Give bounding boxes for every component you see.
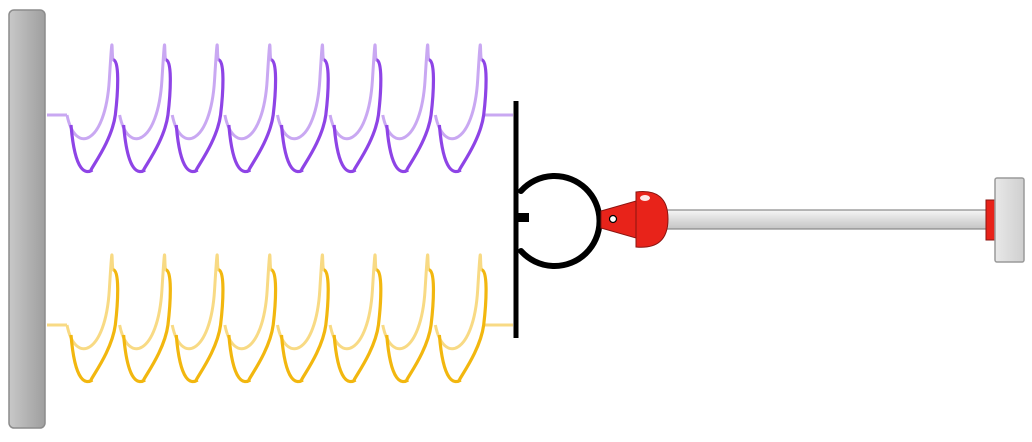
red-clamp <box>600 191 669 248</box>
spring-coil-back <box>223 253 273 351</box>
spring-coil-bottom <box>122 334 146 384</box>
spring-coil-bottom <box>385 124 409 174</box>
spring-coil-back <box>170 43 221 141</box>
spring-coil-back <box>276 253 326 351</box>
spring-coil-back <box>276 43 326 141</box>
spring-coil-bottom <box>174 124 199 174</box>
spring-coil-front <box>247 58 278 173</box>
spring-coil-back <box>118 43 168 141</box>
spring-coil-bottom <box>332 334 357 384</box>
hook-ring <box>518 173 603 269</box>
bottom-spring <box>47 253 513 384</box>
spring-coil-back <box>328 253 378 351</box>
spring-coil-back <box>433 253 484 351</box>
spring-coil-bottom <box>332 124 357 174</box>
spring-coil-front <box>299 58 330 173</box>
spring-coil-back <box>65 253 115 351</box>
plate-tab <box>516 213 529 222</box>
spring-coil-back <box>381 253 431 351</box>
spring-coil-front <box>299 268 330 383</box>
spring-coil-front <box>457 268 488 383</box>
spring-coil-back <box>223 43 273 141</box>
spring-coil-bottom <box>227 334 252 384</box>
spring-coil-front <box>194 58 225 173</box>
clamp-pivot <box>608 214 618 224</box>
spring-coil-front <box>141 268 172 383</box>
spring-coil-bottom <box>385 334 409 384</box>
fixed-wall <box>8 9 46 429</box>
spring-coil-front <box>89 58 120 173</box>
spring-coil-bottom <box>122 124 146 174</box>
pull-handle-block <box>994 177 1025 263</box>
spring-coil-bottom <box>279 124 304 174</box>
spring-coil-front <box>352 58 383 173</box>
spring-coil-bottom <box>437 334 462 384</box>
spring-coil-front <box>141 58 172 173</box>
spring-coil-back <box>118 253 168 351</box>
spring-coil-back <box>170 253 221 351</box>
spring-coil-front <box>352 268 383 383</box>
spring-coil-front <box>405 268 436 383</box>
pull-rod <box>657 209 991 230</box>
spring-coil-bottom <box>437 124 462 174</box>
spring-coil-bottom <box>69 124 94 174</box>
spring-coil-bottom <box>174 334 199 384</box>
spring-coil-bottom <box>279 334 304 384</box>
top-spring <box>47 43 513 174</box>
clamp-cap <box>635 191 669 248</box>
spring-coil-back <box>65 43 115 141</box>
clamp-body <box>600 200 637 239</box>
spring-coil-back <box>433 43 484 141</box>
spring-coil-bottom <box>227 124 252 174</box>
spring-coil-front <box>194 268 225 383</box>
spring-coil-front <box>457 58 488 173</box>
spring-coil-front <box>89 268 120 383</box>
spring-coil-front <box>247 268 278 383</box>
spring-coil-back <box>328 43 378 141</box>
spring-coil-bottom <box>69 334 94 384</box>
clamp-highlight <box>640 195 650 201</box>
spring-coil-front <box>405 58 436 173</box>
spring-coil-back <box>381 43 431 141</box>
